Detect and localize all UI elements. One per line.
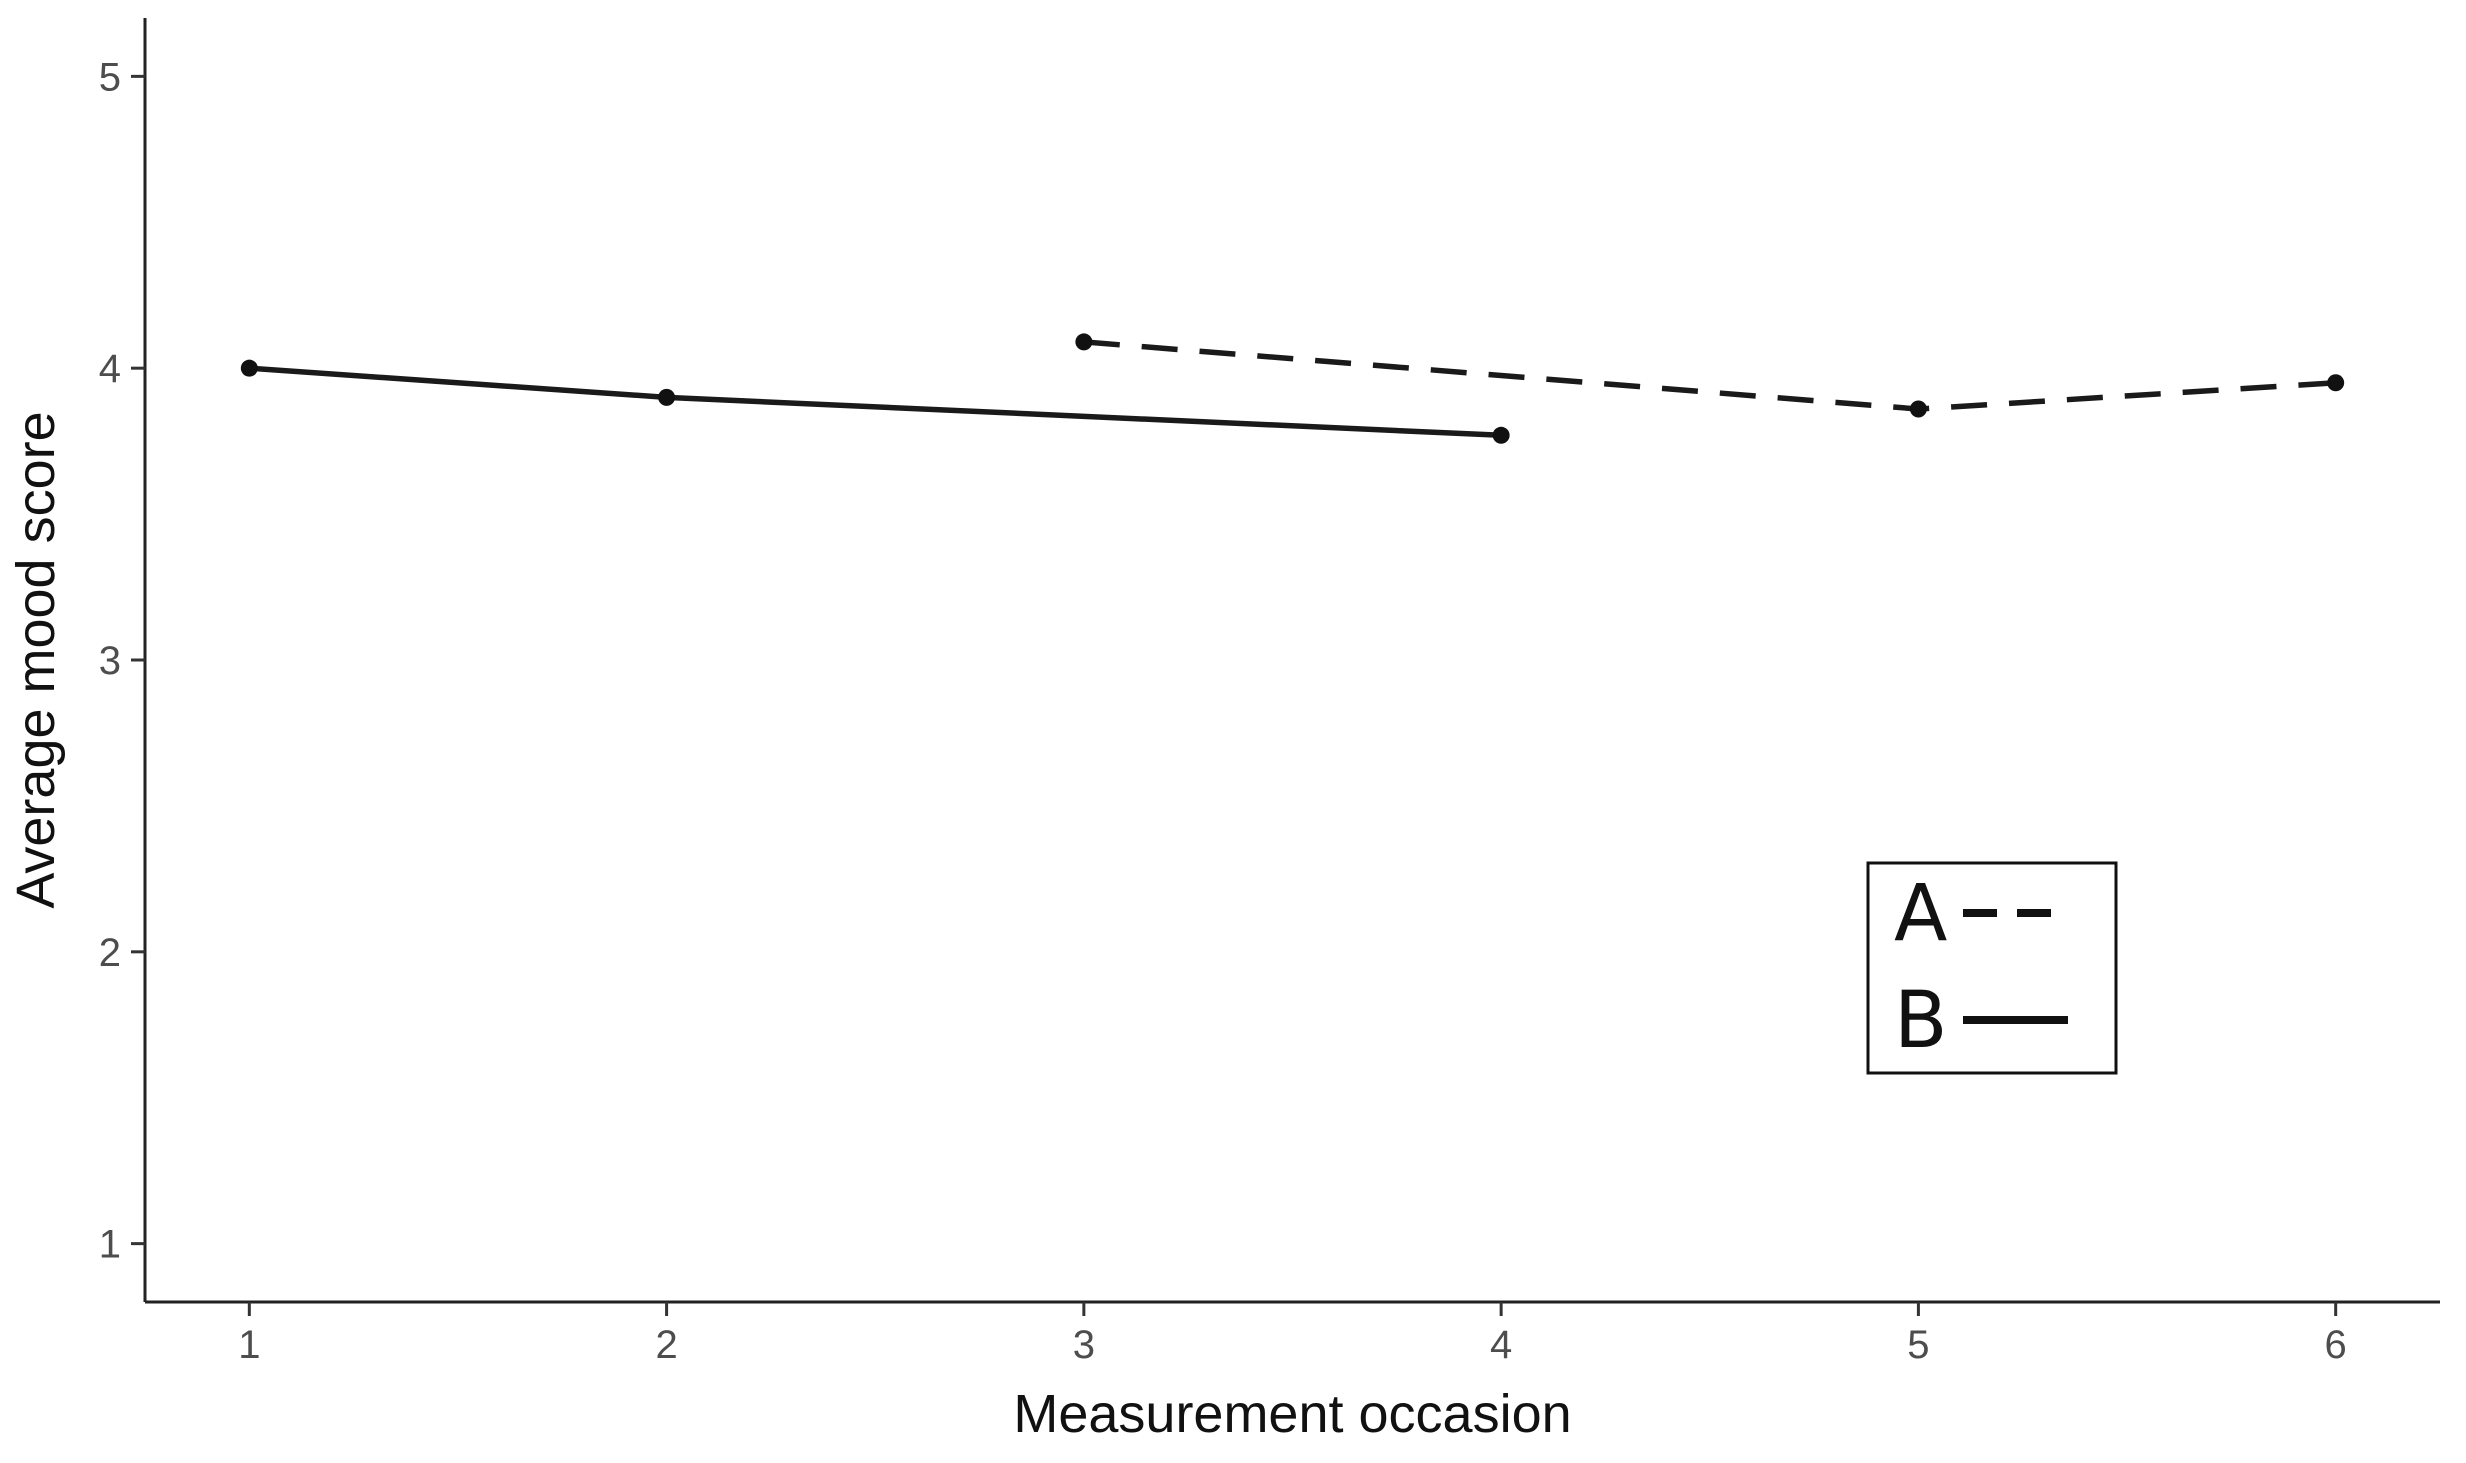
plot-area xyxy=(240,333,2345,444)
x-tick-label: 4 xyxy=(1490,1323,1512,1367)
y-tick-label: 2 xyxy=(99,931,121,975)
x-tick-label: 5 xyxy=(1907,1323,1929,1367)
y-tick-label: 3 xyxy=(99,639,121,683)
series-a-point xyxy=(2327,374,2345,392)
legend-item-b: B xyxy=(1894,976,2068,1066)
y-axis-title: Average mood score xyxy=(6,411,66,908)
y-axis-ticks: 1 2 3 4 5 xyxy=(99,55,145,1267)
series-b-point xyxy=(1492,426,1510,444)
x-tick-label: 1 xyxy=(238,1323,260,1367)
series-a xyxy=(1075,333,2345,418)
series-a-point xyxy=(1909,400,1927,418)
x-axis-ticks: 1 2 3 4 5 6 xyxy=(238,1302,2347,1367)
series-b-point xyxy=(658,388,676,406)
legend: AB xyxy=(1866,861,2118,1075)
legend-label-a: A xyxy=(1894,869,1947,959)
x-axis-title: Measurement occasion xyxy=(1013,1384,1571,1444)
y-tick-label: 4 xyxy=(99,347,121,391)
y-tick-label: 5 xyxy=(99,55,121,99)
series-a-point xyxy=(1075,333,1093,351)
x-tick-label: 3 xyxy=(1073,1323,1095,1367)
x-tick-label: 6 xyxy=(2325,1323,2347,1367)
legend-label-b: B xyxy=(1894,976,1948,1066)
x-tick-label: 2 xyxy=(655,1323,677,1367)
series-b xyxy=(240,359,1510,444)
legend-items: AB xyxy=(1894,869,2068,1066)
y-tick-label: 1 xyxy=(99,1223,121,1267)
legend-box xyxy=(1866,861,2118,1075)
legend-item-a: A xyxy=(1894,869,2068,959)
series-b-point xyxy=(240,359,258,377)
